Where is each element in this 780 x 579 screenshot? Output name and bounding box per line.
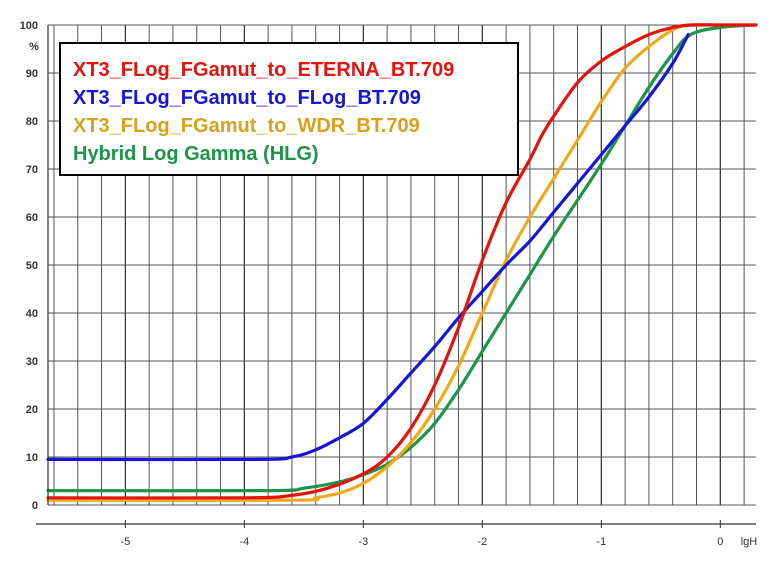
x-tick-label: 0 — [717, 536, 723, 548]
x-tick-label: -2 — [477, 536, 487, 548]
y-tick-label: 50 — [26, 260, 38, 272]
y-tick-label: 60 — [26, 212, 38, 224]
y-tick-label: 80 — [26, 116, 38, 128]
y-tick-label: 30 — [26, 356, 38, 368]
x-tick-label: -1 — [596, 536, 606, 548]
y-tick-label: 10 — [26, 452, 38, 464]
axes: -5 -4 -3 -2 -1 0 0 10 20 30 40 50 60 70 80 90 100 — [20, 20, 756, 548]
series-line-eterna — [46, 23, 758, 500]
y-tick-label: 0 — [32, 500, 38, 512]
legend-entry-hlg: Hybrid Log Gamma (HLG) — [73, 143, 319, 165]
y-tick-label: 100 — [20, 20, 38, 32]
series-line-wdr — [46, 23, 758, 502]
y-tick-label: 70 — [26, 164, 38, 176]
series-line-hlg — [46, 23, 758, 493]
y-axis-label: % — [29, 41, 39, 53]
x-tick-label: -4 — [239, 536, 249, 548]
x-axis-label: lgH — [741, 536, 758, 548]
y-tick-label: 20 — [26, 404, 38, 416]
legend-entry-eterna: XT3_FLog_FGamut_to_ETERNA_BT.709 — [73, 59, 455, 81]
x-tick-label: -5 — [120, 536, 130, 548]
legend-entry-wdr: XT3_FLog_FGamut_to_WDR_BT.709 — [73, 115, 420, 137]
series-lines — [46, 23, 758, 502]
y-tick-label: 40 — [26, 308, 38, 320]
y-tick-label: 90 — [26, 68, 38, 80]
legend: XT3_FLog_FGamut_to_ETERNA_BT.709 XT3_FLo… — [59, 42, 519, 176]
x-tick-label: -3 — [358, 536, 368, 548]
legend-entry-flog: XT3_FLog_FGamut_to_FLog_BT.709 — [73, 87, 421, 109]
series-line-flog — [46, 33, 690, 462]
